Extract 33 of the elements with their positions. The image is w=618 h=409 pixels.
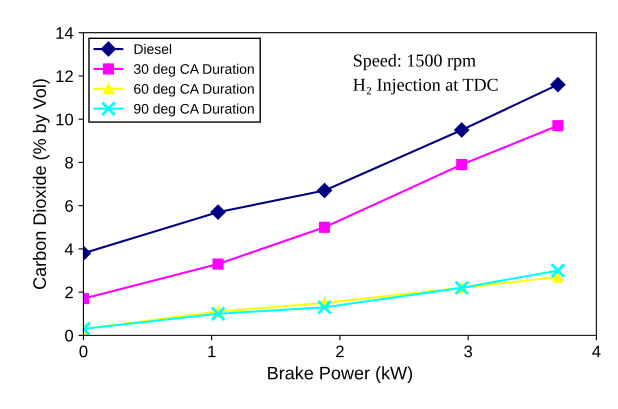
point: [454, 122, 470, 138]
y-tick-label: 0: [65, 330, 74, 342]
legend-label: 30 deg CA Duration: [134, 64, 254, 77]
point: [210, 306, 226, 322]
x-axis-title: Brake Power (kW): [268, 366, 412, 384]
y-tick-label: 14: [56, 27, 74, 39]
point: [550, 77, 566, 92]
x-tick-label: 3: [464, 346, 472, 358]
point: [316, 182, 332, 198]
annotation: Speed: 1500 rpm: [354, 54, 476, 70]
point: [318, 222, 330, 233]
legend-label: 90 deg CA Duration: [134, 104, 254, 116]
point: [210, 204, 226, 220]
x-tick-label: 4: [592, 346, 601, 358]
y-tick-label: 12: [56, 70, 73, 82]
x-tick-label: 2: [336, 346, 344, 358]
point: [212, 258, 224, 270]
point: [316, 300, 332, 315]
point: [552, 271, 564, 283]
y-tick-label: 10: [56, 114, 74, 126]
y-tick-label: 6: [65, 200, 73, 212]
y-tick-label: 2: [65, 286, 73, 298]
legend-label: Diesel: [134, 44, 172, 54]
point: [456, 159, 468, 170]
y-axis-title: Carbon Dioxide (% by Vol): [32, 79, 50, 290]
x-tick-label: 1: [208, 346, 216, 358]
y-tick-label: 4: [64, 243, 74, 255]
legend-label: 60 deg CA Duration: [134, 84, 254, 97]
point: [550, 262, 566, 278]
x-tick-label: 0: [79, 346, 88, 358]
y-tick-label: 8: [65, 156, 73, 169]
annotation: H₂ Injection at TDC: [353, 78, 498, 94]
point: [552, 120, 564, 132]
